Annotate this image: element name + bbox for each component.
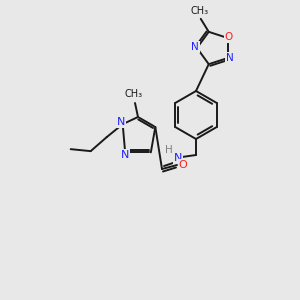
Text: N: N — [191, 42, 199, 52]
Text: N: N — [226, 53, 234, 63]
Text: N: N — [174, 153, 182, 163]
Text: CH₃: CH₃ — [191, 6, 209, 16]
Text: CH₃: CH₃ — [125, 89, 143, 99]
Text: N: N — [116, 117, 125, 127]
Text: N: N — [121, 150, 129, 160]
Text: H: H — [165, 145, 173, 155]
Text: O: O — [225, 32, 233, 42]
Text: O: O — [178, 160, 188, 170]
